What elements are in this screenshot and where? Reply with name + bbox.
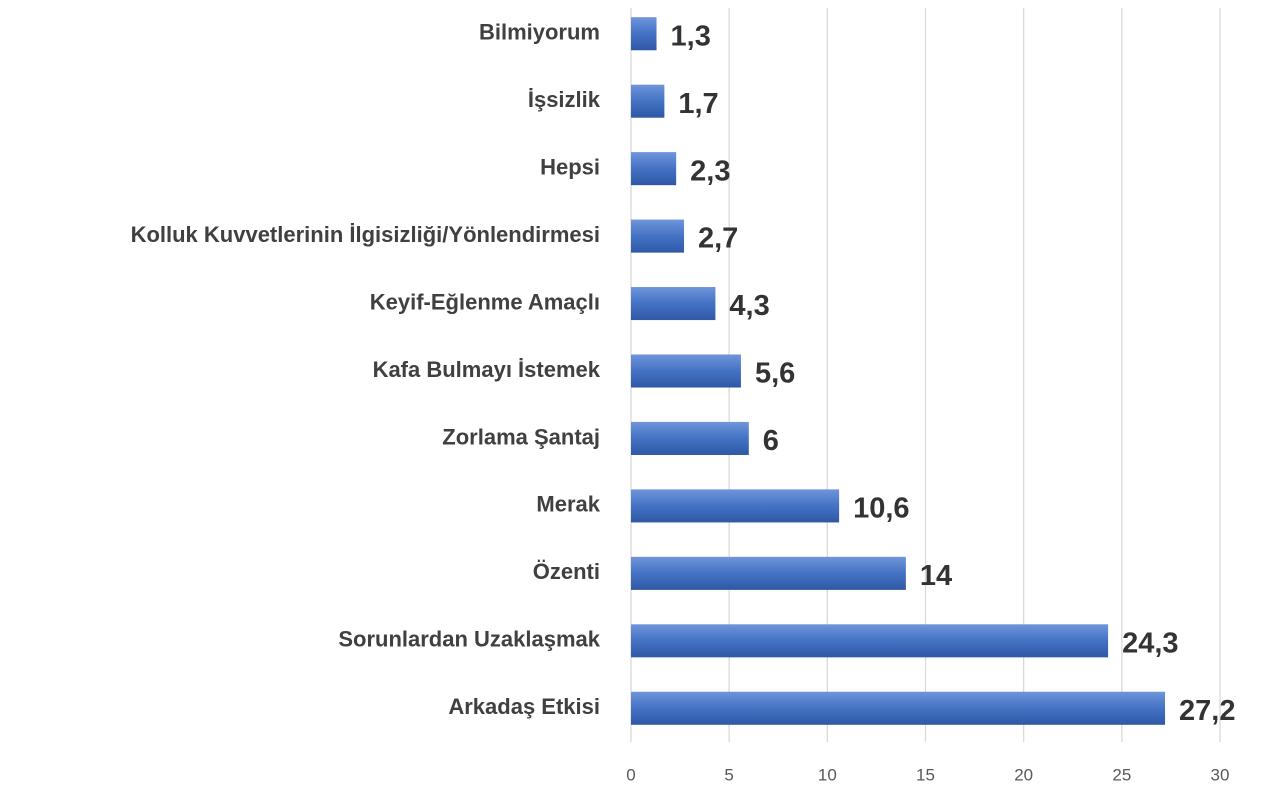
data-label: 1,7	[678, 88, 718, 120]
y-tick-label: Kafa Bulmayı İstemek	[373, 357, 601, 382]
x-tick-label: 25	[1112, 765, 1131, 784]
data-label: 14	[920, 560, 952, 592]
bar	[631, 691, 1166, 725]
data-label: 2,3	[690, 155, 730, 187]
bar	[631, 84, 665, 118]
y-tick-label: Bilmiyorum	[479, 20, 600, 45]
data-label: 2,7	[698, 223, 738, 255]
y-tick-label: Keyif-Eğlenme Amaçlı	[370, 289, 600, 314]
y-tick-label: Arkadaş Etkisi	[448, 694, 600, 719]
data-label: 10,6	[853, 493, 909, 525]
bar	[631, 489, 840, 523]
bar	[631, 421, 749, 455]
x-tick-label: 30	[1211, 765, 1230, 784]
x-tick-label: 5	[724, 765, 733, 784]
data-label: 5,6	[755, 358, 795, 390]
bar	[631, 152, 677, 186]
data-label: 1,3	[671, 20, 711, 52]
y-tick-label: İşsizlik	[528, 87, 601, 112]
y-tick-label: Sorunlardan Uzaklaşmak	[338, 627, 600, 652]
data-label: 27,2	[1179, 695, 1235, 727]
bar	[631, 219, 685, 253]
bar	[631, 287, 716, 321]
data-label: 4,3	[729, 290, 769, 322]
x-tick-label: 15	[916, 765, 935, 784]
bar	[631, 354, 741, 388]
y-tick-label: Hepsi	[540, 154, 600, 179]
x-tick-label: 20	[1014, 765, 1033, 784]
y-tick-label: Merak	[536, 492, 600, 517]
y-tick-label: Zorlama Şantaj	[442, 424, 600, 449]
bar	[631, 17, 657, 51]
y-tick-label: Kolluk Kuvvetlerinin İlgisizliği/Yönlend…	[131, 222, 600, 247]
data-label: 6	[763, 425, 779, 457]
bar	[631, 556, 906, 590]
y-tick-label: Özenti	[533, 559, 600, 584]
data-label: 24,3	[1122, 627, 1178, 659]
bar	[631, 624, 1109, 658]
x-tick-label: 10	[818, 765, 837, 784]
x-tick-label: 0	[626, 765, 635, 784]
